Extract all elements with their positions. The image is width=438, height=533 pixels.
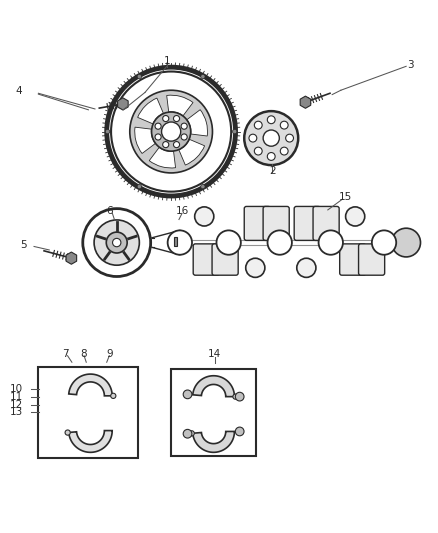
Circle shape <box>107 67 236 196</box>
Circle shape <box>267 152 275 160</box>
Circle shape <box>318 230 343 255</box>
Circle shape <box>111 393 116 399</box>
Circle shape <box>65 430 70 435</box>
Polygon shape <box>66 252 77 264</box>
FancyBboxPatch shape <box>263 206 289 240</box>
Circle shape <box>233 130 237 134</box>
Polygon shape <box>193 376 234 397</box>
Wedge shape <box>138 98 163 124</box>
FancyBboxPatch shape <box>193 244 219 275</box>
Text: 9: 9 <box>106 349 113 359</box>
Bar <box>39 367 138 458</box>
Circle shape <box>392 228 420 257</box>
Circle shape <box>83 208 151 277</box>
Circle shape <box>267 116 275 124</box>
Circle shape <box>216 230 241 255</box>
Circle shape <box>249 134 257 142</box>
Text: 13: 13 <box>10 407 23 417</box>
Circle shape <box>183 390 192 399</box>
Circle shape <box>194 207 214 226</box>
Circle shape <box>235 427 244 436</box>
Bar <box>171 369 256 456</box>
Circle shape <box>137 75 141 79</box>
Text: 4: 4 <box>16 86 22 96</box>
Circle shape <box>280 147 288 155</box>
Text: 15: 15 <box>339 192 352 202</box>
Circle shape <box>183 430 192 438</box>
Circle shape <box>372 230 396 255</box>
Circle shape <box>162 116 169 122</box>
Polygon shape <box>193 431 234 453</box>
Bar <box>174 237 177 246</box>
Circle shape <box>263 130 279 146</box>
Text: 12: 12 <box>10 400 23 410</box>
Circle shape <box>346 207 365 226</box>
Circle shape <box>155 123 161 129</box>
Circle shape <box>233 394 238 399</box>
Circle shape <box>268 230 292 255</box>
Circle shape <box>113 238 121 247</box>
Circle shape <box>152 112 191 151</box>
Text: 1: 1 <box>163 55 170 66</box>
Text: 11: 11 <box>10 392 23 402</box>
FancyBboxPatch shape <box>212 244 238 275</box>
Text: 16: 16 <box>175 206 189 216</box>
Text: 7: 7 <box>63 349 69 359</box>
Circle shape <box>130 90 212 173</box>
Circle shape <box>168 230 192 255</box>
FancyBboxPatch shape <box>359 244 385 275</box>
Circle shape <box>201 184 205 189</box>
Circle shape <box>137 184 141 189</box>
Text: 2: 2 <box>269 166 276 176</box>
Circle shape <box>106 130 110 134</box>
Circle shape <box>189 431 194 436</box>
Circle shape <box>254 147 262 155</box>
Wedge shape <box>179 139 205 165</box>
Circle shape <box>286 134 293 142</box>
Circle shape <box>246 258 265 277</box>
Circle shape <box>201 75 205 79</box>
Text: 14: 14 <box>208 350 221 359</box>
Text: 6: 6 <box>106 206 113 216</box>
FancyBboxPatch shape <box>340 244 366 275</box>
Circle shape <box>181 134 187 140</box>
Circle shape <box>106 232 127 253</box>
Wedge shape <box>187 110 208 136</box>
Circle shape <box>235 392 244 401</box>
Wedge shape <box>135 127 155 154</box>
Circle shape <box>94 220 139 265</box>
Wedge shape <box>149 148 176 168</box>
Circle shape <box>162 142 169 148</box>
Polygon shape <box>69 374 112 396</box>
Text: 3: 3 <box>407 60 414 70</box>
FancyBboxPatch shape <box>244 206 270 240</box>
Text: 8: 8 <box>80 349 87 359</box>
Polygon shape <box>118 98 128 110</box>
FancyBboxPatch shape <box>313 206 339 240</box>
Circle shape <box>244 111 298 165</box>
Text: 10: 10 <box>10 384 23 394</box>
Text: 5: 5 <box>20 240 27 250</box>
Polygon shape <box>300 96 311 108</box>
Circle shape <box>173 116 180 122</box>
Circle shape <box>280 121 288 129</box>
Circle shape <box>173 142 180 148</box>
Circle shape <box>254 121 262 129</box>
FancyBboxPatch shape <box>294 206 320 240</box>
Circle shape <box>155 134 161 140</box>
Polygon shape <box>69 431 112 453</box>
Circle shape <box>181 123 187 129</box>
Circle shape <box>162 122 181 141</box>
Wedge shape <box>167 95 193 116</box>
Circle shape <box>297 258 316 277</box>
